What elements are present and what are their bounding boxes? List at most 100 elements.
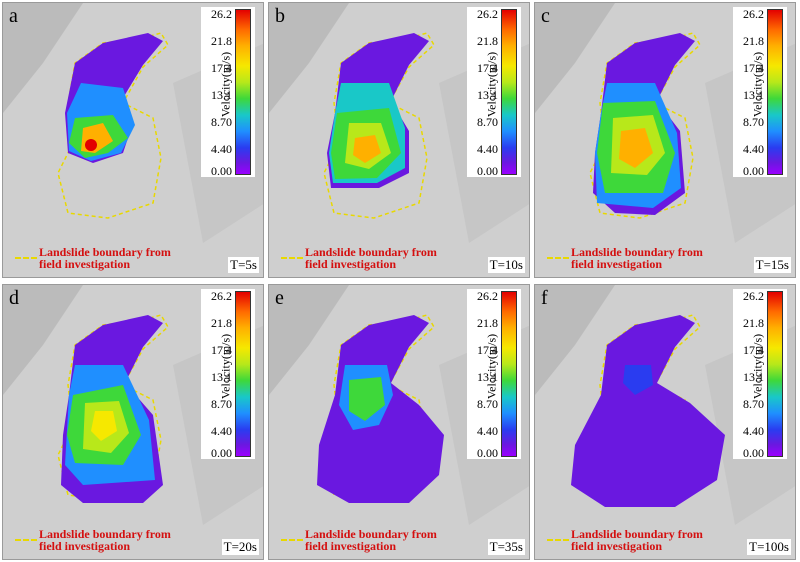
colorbar-tick: 8.70	[211, 397, 232, 411]
colorbar: Velocity(m/s) 26.2 21.8 17.4 13.1 8.70 4…	[467, 289, 521, 459]
time-label: T=100s	[747, 539, 791, 555]
colorbar-tick: 26.2	[477, 7, 498, 21]
legend-line-2: field investigation	[305, 257, 397, 271]
colorbar-tick: 17.4	[211, 343, 232, 357]
legend-line-2: field investigation	[39, 257, 131, 271]
colorbar-gradient	[501, 9, 517, 175]
colorbar-tick: 26.2	[211, 289, 232, 303]
panel-label: f	[541, 287, 548, 309]
boundary-line-c	[589, 32, 701, 219]
colorbar-gradient	[767, 9, 783, 175]
legend-dash-line	[15, 539, 37, 541]
legend-line-1: Landslide boundary from	[571, 245, 703, 259]
legend-line-1: Landslide boundary from	[571, 527, 703, 541]
colorbar-tick: 4.40	[743, 142, 764, 156]
colorbar-tick: 4.40	[211, 424, 232, 438]
legend-line-1: Landslide boundary from	[305, 245, 437, 259]
colorbar-tick: 8.70	[477, 115, 498, 129]
time-label: T=10s	[487, 257, 525, 273]
legend: Landslide boundary from field investigat…	[541, 243, 791, 273]
legend-line-2: field investigation	[571, 257, 663, 271]
colorbar-tick: 17.4	[211, 61, 232, 75]
colorbar-tick: 13.1	[211, 88, 232, 102]
time-label: T=35s	[487, 539, 525, 555]
legend-text: Landslide boundary from field investigat…	[305, 246, 475, 270]
colorbar-gradient	[235, 291, 251, 457]
time-label: T=5s	[228, 257, 259, 273]
boundary-line-d	[57, 314, 169, 501]
legend-line-1: Landslide boundary from	[39, 527, 171, 541]
colorbar-tick: 8.70	[743, 115, 764, 129]
colorbar-tick: 21.8	[211, 316, 232, 330]
colorbar-tick: 26.2	[477, 289, 498, 303]
legend-dash-line	[281, 539, 303, 541]
colorbar-tick: 4.40	[211, 142, 232, 156]
colorbar-tick: 0.00	[743, 446, 764, 460]
colorbar: Velocity(m/s) 26.2 21.8 17.4 13.1 8.70 4…	[733, 7, 787, 177]
colorbar-tick: 17.4	[743, 61, 764, 75]
colorbar-gradient	[501, 291, 517, 457]
legend-line-1: Landslide boundary from	[305, 527, 437, 541]
colorbar-tick: 4.40	[477, 142, 498, 156]
legend-line-2: field investigation	[39, 539, 131, 553]
panel-c: c Velocity(m/s) 26.2 21.8 17.4 13.1 8.70…	[534, 2, 796, 278]
panel-b: b Velocity(m/s) 26.2 21.8 17.4 13.1 8.70…	[268, 2, 530, 278]
colorbar-tick: 0.00	[743, 164, 764, 178]
colorbar-tick: 13.1	[211, 370, 232, 384]
colorbar-tick: 26.2	[211, 7, 232, 21]
panel-d: d Velocity(m/s) 26.2 21.8 17.4 13.1 8.70…	[2, 284, 264, 560]
colorbar-tick: 21.8	[477, 316, 498, 330]
legend: Landslide boundary from field investigat…	[275, 525, 525, 555]
legend-dash-line	[547, 257, 569, 259]
colorbar-tick: 13.1	[743, 88, 764, 102]
colorbar-tick: 4.40	[477, 424, 498, 438]
panel-label: d	[9, 287, 19, 309]
colorbar-tick: 4.40	[743, 424, 764, 438]
colorbar-gradient	[767, 291, 783, 457]
legend-dash-line	[281, 257, 303, 259]
panel-label: a	[9, 5, 18, 27]
boundary-line-f	[589, 314, 701, 501]
panel-f: f Velocity(m/s) 26.2 21.8 17.4 13.1 8.70…	[534, 284, 796, 560]
legend: Landslide boundary from field investigat…	[9, 525, 259, 555]
colorbar-tick: 8.70	[743, 397, 764, 411]
colorbar-tick: 8.70	[477, 397, 498, 411]
colorbar-tick: 21.8	[743, 34, 764, 48]
colorbar-tick: 0.00	[211, 164, 232, 178]
time-label: T=20s	[221, 539, 259, 555]
colorbar: Velocity(m/s) 26.2 21.8 17.4 13.1 8.70 4…	[201, 7, 255, 177]
colorbar-tick: 21.8	[211, 34, 232, 48]
panel-label: b	[275, 5, 285, 27]
legend-text: Landslide boundary from field investigat…	[39, 528, 209, 552]
boundary-line-e	[323, 314, 435, 501]
legend-line-2: field investigation	[571, 539, 663, 553]
panel-label: c	[541, 5, 550, 27]
legend: Landslide boundary from field investigat…	[275, 243, 525, 273]
colorbar-tick: 17.4	[477, 61, 498, 75]
legend-dash-line	[547, 539, 569, 541]
legend-text: Landslide boundary from field investigat…	[39, 246, 209, 270]
panel-label: e	[275, 287, 284, 309]
legend: Landslide boundary from field investigat…	[541, 525, 791, 555]
colorbar: Velocity(m/s) 26.2 21.8 17.4 13.1 8.70 4…	[201, 289, 255, 459]
colorbar-tick: 21.8	[477, 34, 498, 48]
legend-line-2: field investigation	[305, 539, 397, 553]
legend-text: Landslide boundary from field investigat…	[305, 528, 475, 552]
legend-text: Landslide boundary from field investigat…	[571, 246, 741, 270]
colorbar-tick: 13.1	[477, 370, 498, 384]
colorbar-tick: 21.8	[743, 316, 764, 330]
colorbar: Velocity(m/s) 26.2 21.8 17.4 13.1 8.70 4…	[467, 7, 521, 177]
colorbar: Velocity(m/s) 26.2 21.8 17.4 13.1 8.70 4…	[733, 289, 787, 459]
colorbar-tick: 17.4	[743, 343, 764, 357]
legend-text: Landslide boundary from field investigat…	[571, 528, 741, 552]
colorbar-tick: 26.2	[743, 289, 764, 303]
boundary-line-b	[323, 32, 435, 219]
colorbar-tick: 13.1	[743, 370, 764, 384]
colorbar-tick: 17.4	[477, 343, 498, 357]
legend-dash-line	[15, 257, 37, 259]
panel-a: a Velocity(m/s) 26.2 21.8 17.4 13.1 8.70…	[2, 2, 264, 278]
colorbar-gradient	[235, 9, 251, 175]
legend-line-1: Landslide boundary from	[39, 245, 171, 259]
colorbar-tick: 13.1	[477, 88, 498, 102]
colorbar-tick: 26.2	[743, 7, 764, 21]
